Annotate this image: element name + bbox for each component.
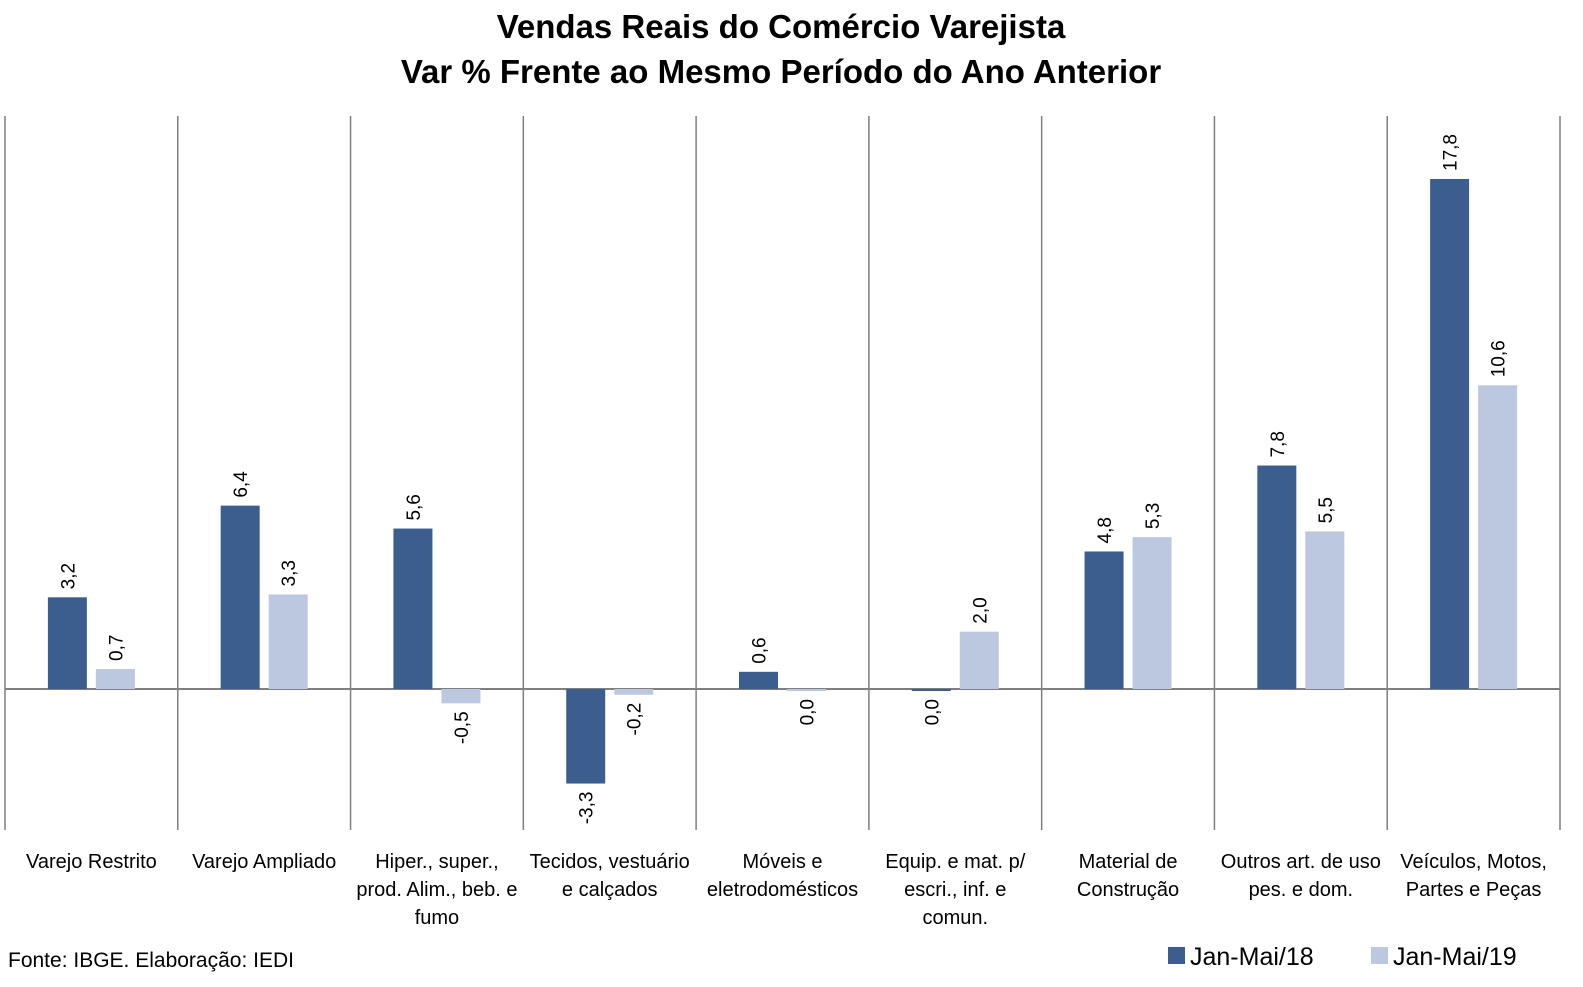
bars-group [47, 179, 1518, 784]
data-label-1-4: -3,3 [577, 792, 598, 825]
chart-title-line-1: Vendas Reais do Comércio Varejista [497, 8, 1066, 45]
category-label-4: e calçados [562, 879, 658, 901]
data-label-1-6: 0,0 [922, 699, 943, 725]
bar-1-3 [393, 528, 433, 689]
bar-2-3 [441, 689, 481, 704]
bar-2-6 [959, 631, 999, 689]
bar-1-4 [566, 689, 606, 784]
data-label-2-4: -0,2 [625, 703, 646, 736]
data-label-1-3: 5,6 [404, 494, 425, 520]
data-label-1-7: 4,8 [1095, 517, 1116, 543]
category-label-4: Tecidos, vestuário [530, 851, 690, 873]
category-label-3: fumo [415, 907, 459, 929]
category-label-7: Construção [1077, 879, 1179, 901]
legend: Jan-Mai/18 Jan-Mai/19 [1168, 943, 1517, 971]
data-labels-group: 3,2 6,4 5,6 -3,3 0,6 0,0 4,8 7,8 17,8 0,7 3,3 -0,5 -… [58, 134, 1509, 824]
bar-1-2 [220, 505, 260, 689]
category-label-3: prod. Alim., beb. e [356, 879, 517, 901]
bar-2-4 [614, 689, 654, 695]
category-separators [4, 116, 1561, 830]
bar-1-9 [1430, 179, 1470, 689]
data-label-2-7: 5,3 [1143, 503, 1164, 529]
data-label-1-1: 3,2 [58, 563, 79, 589]
bar-2-1 [95, 668, 135, 689]
category-label-9: Veículos, Motos, [1400, 851, 1547, 873]
category-label-5: eletrodomésticos [707, 879, 858, 901]
bar-2-7 [1132, 537, 1172, 689]
bar-2-8 [1305, 531, 1345, 689]
data-label-1-2: 6,4 [231, 471, 252, 498]
category-label-6: escri., inf. e [904, 879, 1006, 901]
category-labels-group: Varejo Restrito Varejo Ampliado Hiper., su… [26, 851, 1547, 929]
category-label-6: comun. [922, 907, 988, 929]
legend-label-series-2: Jan-Mai/19 [1393, 943, 1517, 971]
bar-1-7 [1084, 551, 1124, 689]
bar-1-1 [47, 597, 87, 689]
category-label-2: Varejo Ampliado [192, 851, 336, 873]
data-label-2-3: -0,5 [452, 711, 473, 744]
data-label-1-8: 7,8 [1268, 431, 1289, 457]
category-label-3: Hiper., super., [375, 851, 498, 873]
category-label-1: Varejo Restrito [26, 851, 157, 873]
source-note: Fonte: IBGE. Elaboração: IEDI [8, 949, 294, 972]
bar-1-6 [911, 689, 951, 691]
data-label-1-5: 0,6 [750, 637, 771, 663]
category-label-6: Equip. e mat. p/ [885, 851, 1026, 873]
data-label-2-6: 2,0 [970, 597, 991, 623]
data-label-1-9: 17,8 [1441, 134, 1462, 171]
data-label-2-8: 5,5 [1316, 497, 1337, 523]
bar-2-9 [1478, 385, 1518, 689]
data-label-2-5: 0,0 [798, 699, 819, 725]
data-label-2-2: 3,3 [279, 560, 300, 586]
data-label-2-1: 0,7 [106, 635, 127, 661]
bar-1-5 [739, 671, 778, 689]
category-label-9: Partes e Peças [1406, 879, 1542, 901]
bar-1-8 [1257, 465, 1297, 689]
legend-label-series-1: Jan-Mai/18 [1190, 943, 1314, 971]
category-label-8: pes. e dom. [1249, 879, 1354, 901]
chart-title-line-2: Var % Frente ao Mesmo Período do Ano Ant… [401, 53, 1161, 90]
data-label-2-9: 10,6 [1489, 340, 1510, 377]
bar-2-2 [268, 594, 308, 689]
legend-swatch-series-2 [1371, 947, 1388, 964]
category-label-8: Outros art. de uso [1221, 851, 1381, 873]
bar-2-5 [787, 689, 826, 691]
legend-swatch-series-1 [1168, 947, 1185, 964]
category-label-7: Material de [1079, 851, 1178, 873]
category-label-5: Móveis e [742, 851, 822, 873]
